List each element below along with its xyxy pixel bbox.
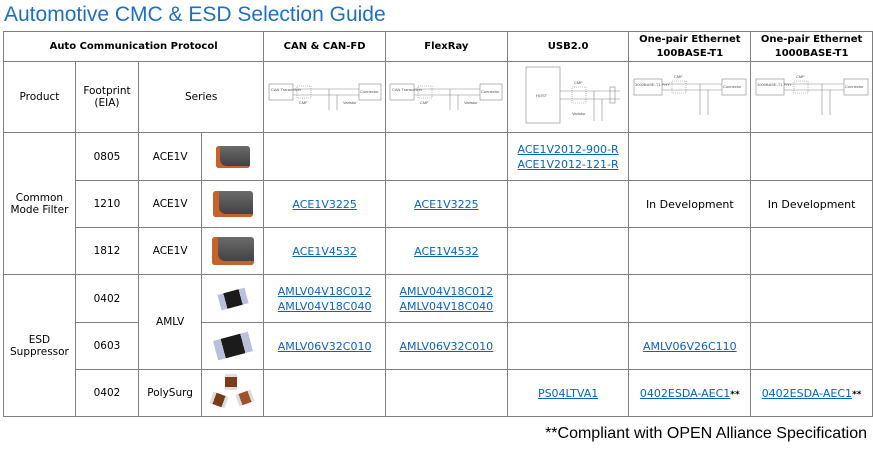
varistor-chip-icon — [217, 287, 249, 310]
svg-text:Connector: Connector — [723, 84, 742, 89]
eth1000-diagram: 1000BASE-T1 PHY CMF Connector — [750, 61, 873, 133]
flexray-diagram: CAN Transceiver CMF Connector Varistor — [384, 61, 508, 133]
part-link[interactable]: PS04LTVA1 — [537, 386, 599, 400]
product-image — [201, 227, 265, 275]
footprint-unit: (EIA) — [94, 97, 120, 109]
part-link[interactable]: ACE1V3225 — [292, 197, 357, 211]
part-link[interactable]: ACE1V4532 — [414, 244, 479, 258]
footprint-label: Footprint — [83, 85, 131, 97]
svg-text:Connector: Connector — [481, 89, 500, 94]
footprint-cell: 0603 — [74, 322, 140, 370]
eth1000-circuit-diagram: 1000BASE-T1 PHY CMF Connector — [755, 74, 868, 115]
cmc-chip-icon — [215, 145, 250, 168]
status-text: In Development — [628, 180, 752, 228]
flexray-circuit-diagram: CAN Transceiver CMF Connector Varistor — [390, 83, 503, 110]
part-link[interactable]: AMLV06V32C010 — [399, 339, 494, 353]
part-link[interactable]: AMLV04V18C040 — [399, 299, 494, 313]
svg-text:CMF: CMF — [674, 74, 683, 79]
col-eth100-line1: One-pair Ethernet — [639, 33, 741, 45]
svg-text:Varistor: Varistor — [464, 100, 478, 105]
part-link[interactable]: AMLV06V26C110 — [642, 339, 737, 353]
cmc-chip-icon — [211, 237, 254, 265]
part-link[interactable]: ACE1V4532 — [292, 244, 357, 258]
polysurg-chips-icon — [209, 374, 255, 412]
product-image — [201, 132, 265, 181]
series-cell: ACE1V — [138, 180, 203, 228]
footprint-cell: 1812 — [74, 227, 140, 275]
col-can: CAN & CAN-FD — [263, 31, 386, 62]
cmc-chip-icon — [212, 191, 253, 217]
footprint-cell: 0402 — [74, 274, 140, 323]
part-link[interactable]: AMLV04V18C012 — [399, 284, 494, 298]
part-link[interactable]: AMLV04V18C012 — [277, 284, 372, 298]
col-flexray: FlexRay — [384, 31, 508, 62]
footprint-cell: 0402 — [74, 369, 140, 417]
compliance-mark: ** — [730, 389, 740, 400]
series-cell: AMLV — [138, 274, 203, 370]
usb-circuit-diagram: HOST CMF Varistor — [525, 66, 621, 123]
usb-diagram: HOST CMF Varistor — [506, 61, 630, 133]
col-usb: USB2.0 — [506, 31, 630, 62]
col-eth1000-line1: One-pair Ethernet — [760, 33, 863, 45]
product-image — [201, 322, 265, 370]
svg-text:CMF: CMF — [574, 80, 583, 85]
footprint-cell: 1210 — [74, 180, 140, 228]
table-row: 0402 PolySurg PS04LTVA1 0402ESDA-AEC1** … — [4, 369, 873, 417]
product-header: Product — [3, 61, 76, 133]
svg-text:CMF: CMF — [299, 100, 308, 105]
series-cell: ACE1V — [138, 132, 203, 181]
svg-text:1000BASE-T1 PHY: 1000BASE-T1 PHY — [757, 82, 792, 87]
table-row: 1812 ACE1V ACE1V4532 ACE1V4532 — [4, 227, 873, 275]
col-eth1000: One-pair Ethernet 1000BASE-T1 — [750, 31, 873, 62]
part-link[interactable]: 0402ESDA-AEC1 — [761, 386, 853, 400]
svg-text:HOST: HOST — [536, 93, 548, 98]
svg-text:CMF: CMF — [796, 74, 805, 79]
table-row: Common Mode Filter 0805 ACE1V ACE1V2012-… — [3, 132, 873, 275]
group-cmf: Common Mode Filter — [3, 132, 76, 275]
part-link[interactable]: ACE1V3225 — [414, 197, 479, 211]
can-diagram: CAN Transceiver CMF Connector Varistor — [263, 61, 386, 133]
status-text: In Development — [750, 180, 873, 228]
table-row: 0603 AMLV06V32C010 AMLV06V32C010 AMLV06V… — [4, 322, 873, 370]
eth100-diagram: 1000BASE-T1 PHY CMF Connector — [628, 61, 752, 133]
eth100-circuit-diagram: 1000BASE-T1 PHY CMF Connector — [633, 74, 747, 115]
part-link[interactable]: AMLV06V32C010 — [277, 339, 372, 353]
svg-text:1000BASE-T1 PHY: 1000BASE-T1 PHY — [635, 82, 670, 87]
varistor-chip-icon — [212, 331, 253, 361]
footprint-header: Footprint (EIA) — [74, 61, 140, 133]
footnote: **Compliant with OPEN Alliance Specifica… — [545, 425, 867, 442]
svg-text:Varistor: Varistor — [572, 111, 586, 116]
product-image — [201, 274, 265, 323]
product-image — [201, 369, 265, 417]
compliance-mark: ** — [852, 389, 862, 400]
selection-table: Auto Communication Protocol CAN & CAN-FD… — [2, 31, 873, 417]
svg-text:Varistor: Varistor — [343, 100, 357, 105]
svg-text:CMF: CMF — [420, 100, 429, 105]
can-circuit-diagram: CAN Transceiver CMF Connector Varistor — [268, 83, 381, 110]
col-eth1000-line2: 1000BASE-T1 — [774, 47, 849, 59]
part-link[interactable]: AMLV04V18C040 — [277, 299, 372, 313]
part-link[interactable]: ACE1V2012-900-R — [517, 142, 619, 156]
svg-text:Connector: Connector — [360, 89, 379, 94]
footprint-cell: 0805 — [74, 132, 140, 181]
col-eth100: One-pair Ethernet 100BASE-T1 — [628, 31, 752, 62]
series-cell: ACE1V — [138, 227, 203, 275]
group-esd: ESD Suppressor — [3, 274, 76, 417]
page-title: Automotive CMC & ESD Selection Guide — [4, 3, 386, 26]
series-cell: PolySurg — [138, 369, 203, 417]
product-image — [201, 180, 265, 228]
series-header: Series — [138, 61, 265, 133]
svg-text:Connector: Connector — [845, 84, 864, 89]
part-link[interactable]: ACE1V2012-121-R — [517, 157, 619, 171]
part-link[interactable]: 0402ESDA-AEC1 — [639, 386, 731, 400]
table-row: ESD Suppressor 0402 AMLV AMLV04V18C012 AM… — [3, 274, 873, 417]
svg-text:CAN Transceiver: CAN Transceiver — [392, 87, 423, 92]
svg-text:CAN Transceiver: CAN Transceiver — [271, 87, 302, 92]
protocol-header: Auto Communication Protocol — [2, 31, 265, 62]
table-row: 1210 ACE1V ACE1V3225 ACE1V3225 In Develo… — [4, 180, 873, 228]
col-eth100-line2: 100BASE-T1 — [656, 47, 724, 59]
